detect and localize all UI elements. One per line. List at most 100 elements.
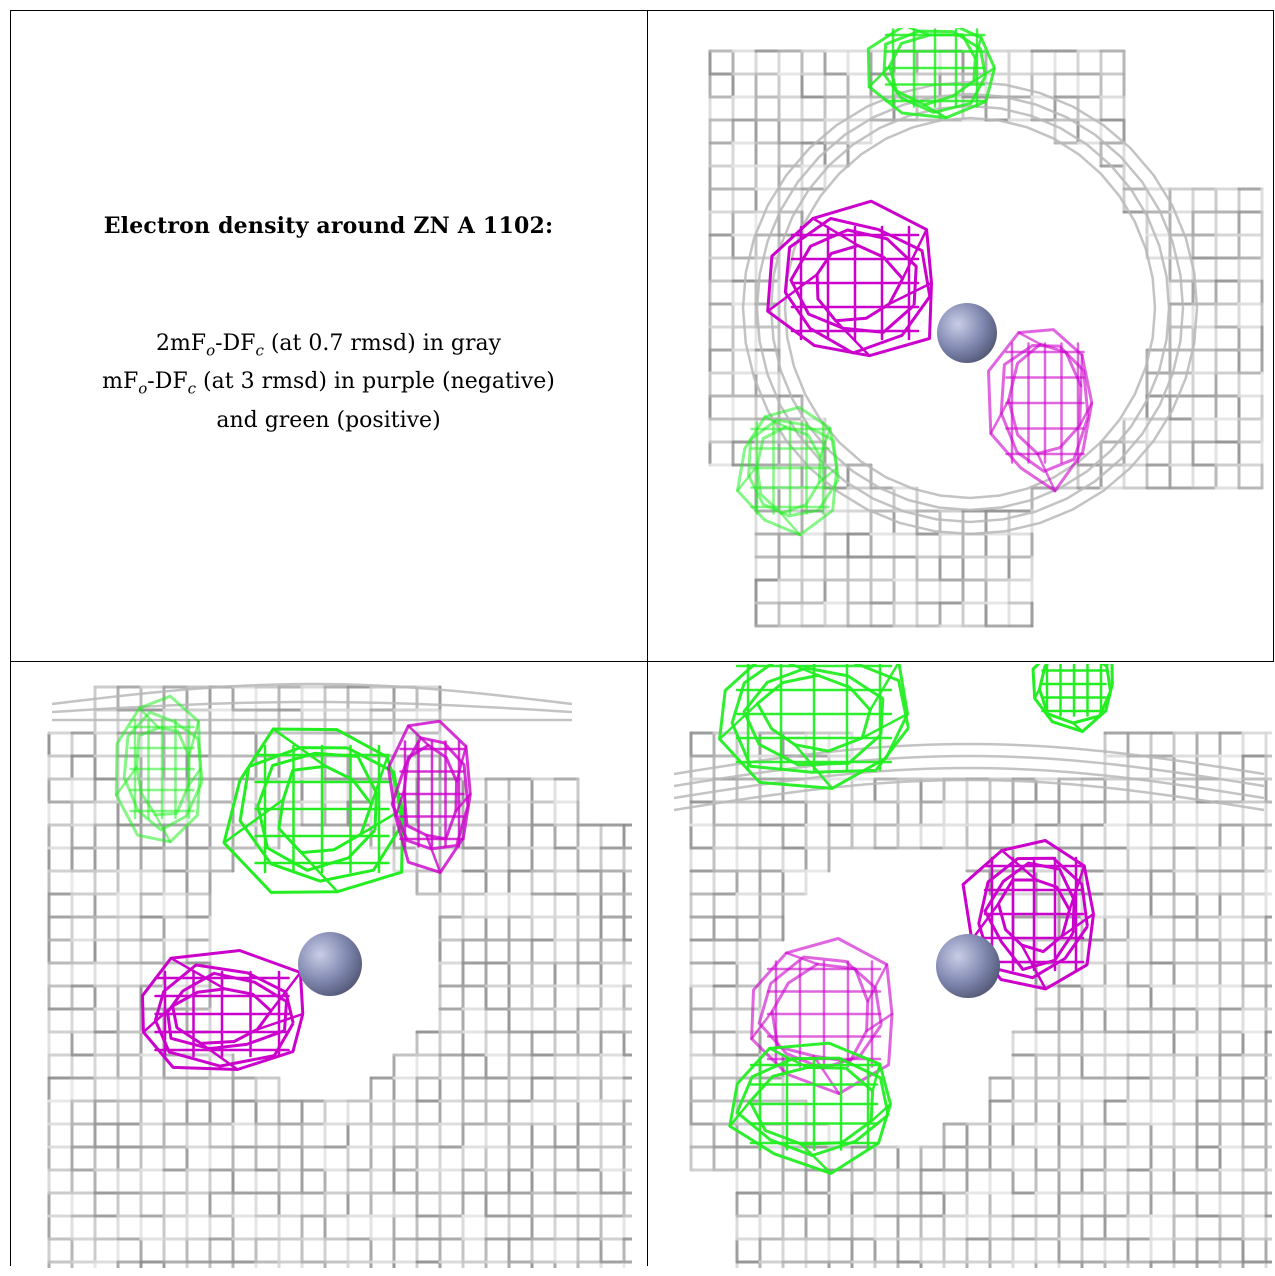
- density-mesh-fofc: [779, 512, 802, 537]
- density-mesh-fofc: [977, 856, 1089, 980]
- density-mesh-fofc: [787, 664, 820, 677]
- density-mesh-fofc: [763, 415, 787, 429]
- density-mesh-fofc: [269, 971, 302, 1013]
- density-mesh-fofc: [869, 1102, 892, 1123]
- density-mesh-fofc: [728, 1100, 752, 1128]
- density-mesh-fofc: [871, 1062, 882, 1093]
- density-mesh-fofc: [1036, 452, 1057, 493]
- density-mesh-fofc: [1078, 401, 1094, 427]
- density-mesh-fofc: [728, 1041, 892, 1175]
- density-mesh-fofc: [166, 971, 288, 1051]
- density-mesh-fofc: [141, 949, 305, 1071]
- density-mesh-fofc: [394, 790, 406, 818]
- density-mesh-fofc: [901, 228, 928, 281]
- density-mesh-fofc: [425, 833, 442, 874]
- density-mesh-fofc: [171, 987, 273, 1045]
- legend-line-fofc: mFo-DFc (at 3 rmsd) in purple (negative): [102, 369, 555, 398]
- density-mesh-fofc: [199, 1042, 239, 1071]
- density-map-svg: [673, 664, 1272, 1268]
- density-mesh-fofc: [736, 405, 839, 537]
- density-mesh-fofc: [888, 281, 933, 306]
- density-mesh-fofc: [187, 720, 200, 758]
- density-mesh-fofc: [277, 764, 373, 855]
- density-mesh-fofc: [750, 1010, 774, 1040]
- density-mesh-2fofc-contour: [741, 80, 1199, 536]
- density-mesh-fofc: [114, 694, 202, 844]
- density-mesh-fofc: [1031, 664, 1114, 733]
- density-mesh-fofc: [922, 103, 948, 119]
- density-mesh-fofc: [983, 861, 1076, 971]
- density-mesh-fofc: [961, 839, 1095, 991]
- density-mesh-fofc: [169, 956, 227, 991]
- table-border-top: [10, 10, 1274, 11]
- density-mesh-2fofc-contour: [673, 742, 1265, 776]
- density-map-svg: [47, 682, 632, 1268]
- density-mesh-fofc: [142, 1004, 174, 1034]
- density-mesh-fofc: [970, 902, 1000, 942]
- density-mesh-fofc: [271, 727, 327, 768]
- table-border-right: [1273, 10, 1274, 662]
- density-mesh-fofc: [999, 344, 1090, 473]
- density-mesh-fofc: [742, 666, 885, 767]
- table-divider-horizontal: [10, 661, 1274, 662]
- density-mesh-fofc: [222, 727, 405, 894]
- density-mesh-fofc: [783, 217, 932, 355]
- density-mesh-fofc: [766, 273, 819, 313]
- density-mesh-fofc: [736, 464, 759, 492]
- legend-line-colors: and green (positive): [216, 407, 441, 433]
- density-mesh-fofc: [866, 28, 996, 120]
- density-mesh-fofc: [860, 712, 909, 740]
- zinc-atom-sphere: [936, 934, 1000, 998]
- zinc-atom-sphere: [937, 303, 997, 363]
- density-mesh-2fofc-contour: [783, 116, 1157, 500]
- density-mesh-fofc: [800, 1142, 833, 1175]
- density-mesh-fofc: [834, 319, 871, 357]
- density-mesh-fofc: [122, 710, 204, 832]
- density-mesh-fofc: [718, 664, 909, 790]
- density-mesh-fofc: [766, 199, 933, 358]
- density-mesh-fofc: [1038, 664, 1112, 725]
- density-mesh-fofc: [785, 951, 819, 966]
- legend-description: 2mFo-DFc (at 0.7 rmsd) in gray mFo-DFc (…: [10, 328, 647, 437]
- density-mesh-fofc: [812, 1054, 841, 1095]
- density-mesh-fofc: [730, 664, 910, 774]
- density-view-bottom-right: [664, 664, 1272, 1268]
- density-mesh-fofc: [1079, 353, 1084, 388]
- density-mesh-fofc: [299, 851, 339, 893]
- density-mesh-fofc: [997, 878, 1071, 954]
- density-mesh-fofc: [868, 664, 900, 712]
- table-border-left: [10, 10, 11, 1266]
- density-mesh-fofc: [1033, 687, 1041, 700]
- density-mesh-fofc: [1071, 721, 1084, 733]
- density-mesh-2fofc-contour: [673, 778, 1265, 812]
- density-mesh-fofc: [1060, 912, 1095, 938]
- density-view-bottom-left: [22, 664, 632, 1268]
- density-mesh-fofc: [390, 736, 470, 851]
- density-mesh-fofc: [718, 702, 759, 741]
- legend-line-2fofc: 2mFo-DFc (at 0.7 rmsd) in gray: [155, 331, 502, 360]
- density-mesh-fofc: [747, 418, 840, 518]
- density-mesh-fofc: [867, 64, 891, 89]
- density-mesh-fofc: [115, 765, 139, 797]
- density-mesh-2fofc-contour: [755, 92, 1185, 524]
- density-mesh-fofc: [138, 706, 160, 730]
- density-mesh-fofc: [153, 963, 295, 1068]
- density-map-svg: [708, 28, 1264, 628]
- density-mesh-fofc: [735, 1056, 890, 1157]
- density-mesh-fofc: [755, 425, 822, 515]
- density-mesh-2fofc-contour: [51, 682, 573, 706]
- zinc-atom-sphere: [298, 932, 362, 996]
- density-mesh-fofc: [386, 719, 472, 874]
- density-mesh-fofc: [256, 751, 378, 872]
- density-mesh-fofc: [815, 244, 905, 323]
- density-mesh-fofc: [750, 937, 894, 1096]
- density-mesh-fofc: [154, 813, 172, 844]
- density-mesh-fofc: [811, 217, 860, 247]
- density-mesh-fofc: [407, 724, 430, 747]
- density-mesh-2fofc-contour: [673, 754, 1265, 788]
- density-mesh-fofc: [238, 746, 404, 883]
- density-mesh-fofc: [989, 398, 1010, 435]
- legend-cell: Electron density around ZN A 1102: 2mFo-…: [10, 10, 647, 661]
- density-mesh-fofc: [1017, 331, 1042, 346]
- legend-title: Electron density around ZN A 1102:: [103, 213, 554, 239]
